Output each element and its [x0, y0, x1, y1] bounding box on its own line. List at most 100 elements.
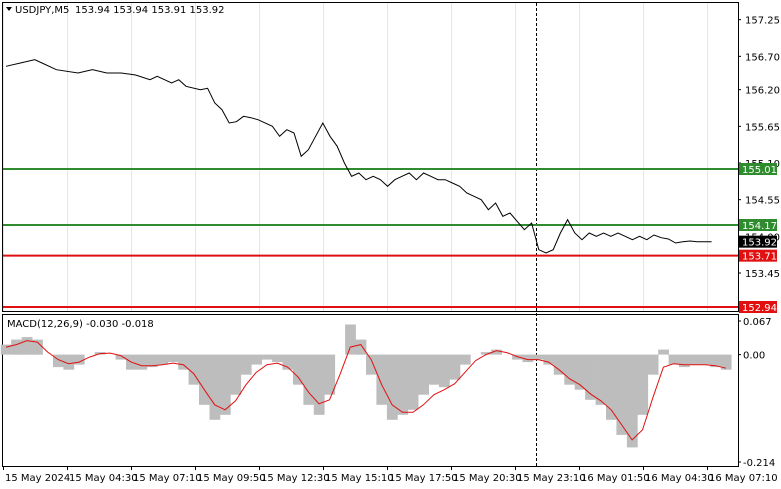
macd-bar [219, 354, 231, 415]
price-tick-label: 156.70 [745, 52, 780, 63]
macd-bar [240, 354, 252, 375]
macd-bar [543, 354, 555, 365]
macd-bar [428, 354, 440, 385]
macd-label: MACD(12,26,9) -0.030 -0.018 [7, 319, 154, 330]
current-price-label: 153.92 [742, 238, 777, 249]
time-tick-label: 15 May 2024 [5, 473, 70, 484]
macd-bar [564, 354, 576, 385]
level-label: 155.01 [742, 165, 777, 176]
macd-bar [459, 354, 471, 365]
macd-bar [397, 354, 409, 415]
macd-axis: 0.067 0.00 -0.214 [738, 317, 775, 469]
time-tick-label: 16 May 04:30 [645, 473, 714, 484]
macd-panel-frame [2, 314, 739, 467]
macd-bar [606, 354, 617, 420]
macd-bar [136, 354, 148, 370]
macd-bar [553, 354, 565, 375]
macd-tick-label: 0.067 [743, 317, 772, 328]
macd-bar [720, 354, 732, 370]
macd-bar [188, 354, 200, 385]
macd-bar [32, 339, 43, 355]
price-tick-label: 157.25 [745, 16, 780, 27]
macd-bar [178, 354, 189, 370]
macd-bar [366, 354, 377, 375]
macd-bar [491, 349, 502, 355]
time-tick-label: 15 May 04:30 [69, 473, 138, 484]
macd-bar [585, 354, 596, 400]
level-label-box [739, 163, 777, 175]
macd-bar [449, 354, 461, 380]
macd-bar [282, 354, 294, 370]
macd-tick-label: 0.00 [743, 351, 765, 362]
time-tick-label: 15 May 17:50 [389, 473, 458, 484]
price-series [5, 59, 712, 254]
time-tick-label: 16 May 01:50 [581, 473, 650, 484]
price-tick-label: 154.55 [745, 196, 780, 207]
macd-bar [261, 354, 273, 360]
ohlc-values: 153.94 153.94 153.91 153.92 [75, 5, 225, 16]
macd-histogram [0, 324, 732, 448]
time-tick-label: 15 May 20:30 [453, 473, 522, 484]
level-label-box [739, 219, 777, 231]
macd-bar [626, 354, 638, 448]
macd-bar [418, 354, 429, 395]
macd-bar [21, 337, 33, 355]
level-labels: 155.01 154.17 153.71 152.94 [739, 163, 777, 314]
macd-bar [73, 354, 85, 365]
macd-bar [668, 354, 680, 365]
macd-bar [386, 354, 398, 420]
macd-bar [324, 354, 336, 395]
macd-bar [146, 354, 158, 368]
macd-bar [533, 354, 544, 360]
macd-bar [230, 354, 242, 395]
price-tick-label: 156.20 [745, 86, 780, 97]
level-label: 152.94 [742, 303, 777, 314]
macd-bar [658, 349, 669, 355]
macd-bar [522, 354, 534, 363]
symbol-label: USDJPY,M5 [15, 5, 69, 16]
level-label-box [739, 301, 777, 313]
macd-bar [251, 354, 262, 365]
macd-bar [293, 354, 304, 385]
macd-bar [595, 354, 607, 405]
level-label-box [739, 249, 777, 262]
macd-bar [63, 354, 75, 370]
macd-bar [0, 344, 12, 355]
level-label: 154.17 [742, 221, 777, 232]
level-lines [3, 168, 738, 308]
chevron-down-icon[interactable] [6, 7, 12, 11]
macd-bar [689, 354, 701, 365]
price-tick-label: 155.65 [745, 122, 780, 133]
macd-bar [480, 352, 492, 355]
price-panel-frame [2, 2, 739, 312]
level-label: 153.71 [742, 252, 777, 263]
macd-signal-series [5, 340, 727, 441]
macd-bar [574, 354, 586, 390]
macd-bar [167, 354, 179, 363]
macd-tick-label: -0.214 [743, 458, 775, 469]
macd-bar [647, 354, 659, 375]
macd-bar [355, 339, 367, 355]
macd-bar [345, 324, 356, 355]
price-line [5, 59, 712, 254]
price-tick-label: 153.45 [745, 269, 780, 280]
macd-bar [637, 354, 649, 415]
macd-signal-line [5, 340, 727, 441]
macd-bar [699, 354, 711, 365]
macd-bar [11, 339, 22, 355]
time-tick-label: 15 May 07:10 [133, 473, 202, 484]
macd-bar [710, 354, 722, 368]
time-tick-label: 15 May 12:30 [261, 473, 330, 484]
macd-bar [115, 354, 127, 360]
macd-bar [199, 354, 210, 405]
current-price-box [739, 235, 777, 248]
macd-bar [209, 354, 221, 420]
macd-bar [303, 354, 315, 405]
macd-bar [157, 354, 169, 365]
time-tick-label: 15 May 23:10 [517, 473, 586, 484]
time-tick-label: 15 May 15:10 [325, 473, 394, 484]
macd-bar [407, 354, 419, 410]
time-tick-label: 16 May 07:10 [709, 473, 778, 484]
